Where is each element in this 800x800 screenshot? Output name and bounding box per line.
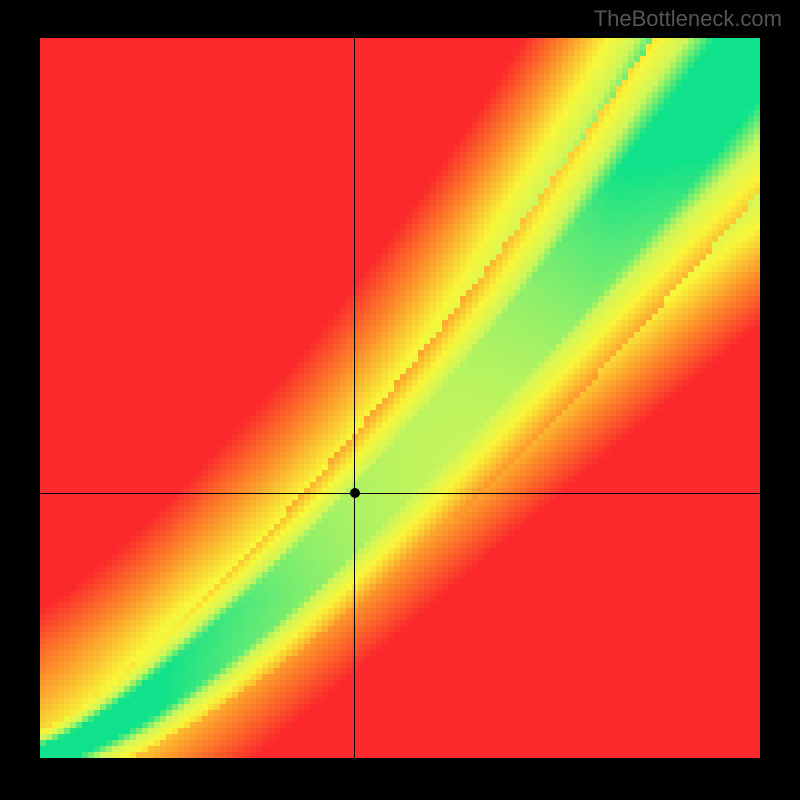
watermark-text: TheBottleneck.com [594, 6, 782, 32]
crosshair-marker-dot [350, 488, 360, 498]
heatmap-canvas [40, 38, 760, 758]
crosshair-horizontal [40, 493, 760, 494]
heatmap-canvas-wrap [40, 38, 760, 758]
chart-container: TheBottleneck.com [0, 0, 800, 800]
crosshair-vertical [354, 38, 355, 758]
